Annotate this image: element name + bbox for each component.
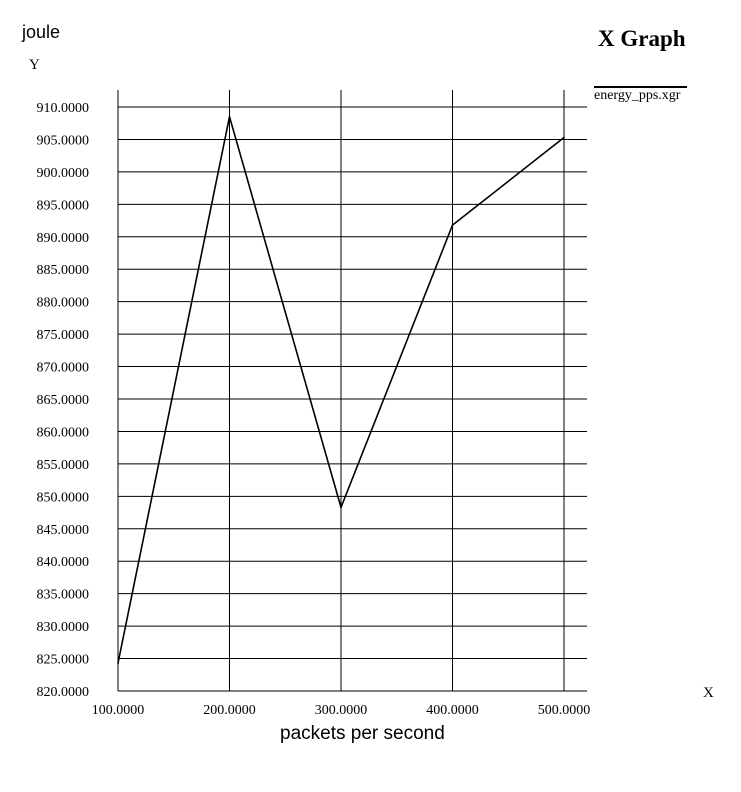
y-tick-label: 835.0000 [37, 588, 90, 603]
legend: energy_pps.xgr [594, 86, 687, 104]
y-tick-label: 880.0000 [37, 296, 90, 311]
data-point [563, 136, 565, 139]
y-tick-label: 885.0000 [37, 263, 90, 278]
y-tick-label: 825.0000 [37, 653, 90, 668]
chart-title: X Graph [598, 26, 686, 51]
y-tick-label: 850.0000 [37, 490, 90, 505]
y-tick-label: 860.0000 [37, 425, 90, 440]
y-tick-label: 900.0000 [37, 166, 90, 181]
y-tick-label: 865.0000 [37, 393, 90, 408]
y-tick-label: 890.0000 [37, 231, 90, 246]
y-tick-label: 845.0000 [37, 523, 90, 538]
y-tick-label: 875.0000 [37, 328, 90, 343]
series-lines [117, 115, 565, 664]
y-axis-label: Y [29, 57, 40, 73]
legend-entry: energy_pps.xgr [594, 88, 681, 103]
x-axis-name: X [703, 685, 714, 701]
data-point [340, 506, 342, 509]
x-axis-label: packets per second [280, 723, 445, 744]
y-tick-labels: 820.0000 825.0000 830.0000 835.0000 840.0000… [37, 101, 90, 700]
data-point [117, 662, 119, 664]
x-tick-labels: 100.0000 200.0000 300.0000 400.0000 500.0000 [92, 703, 591, 718]
x-tick-label: 500.0000 [538, 703, 591, 718]
y-tick-label: 910.0000 [37, 101, 90, 116]
y-tick-label: 855.0000 [37, 458, 90, 473]
x-tick-label: 100.0000 [92, 703, 145, 718]
x-tick-label: 400.0000 [426, 703, 479, 718]
y-tick-label: 830.0000 [37, 620, 90, 635]
legend-swatch [594, 86, 687, 88]
y-tick-label: 840.0000 [37, 555, 90, 570]
y-tick-label: 870.0000 [37, 361, 90, 376]
data-point [451, 224, 454, 226]
y-tick-label: 895.0000 [37, 198, 90, 213]
data-point [228, 115, 231, 118]
x-tick-label: 200.0000 [203, 703, 256, 718]
y-tick-label: 905.0000 [37, 133, 90, 148]
unit-label: joule [22, 22, 61, 42]
x-tick-label: 300.0000 [315, 703, 368, 718]
grid-lines [117, 90, 587, 692]
y-tick-label: 820.0000 [37, 685, 90, 700]
